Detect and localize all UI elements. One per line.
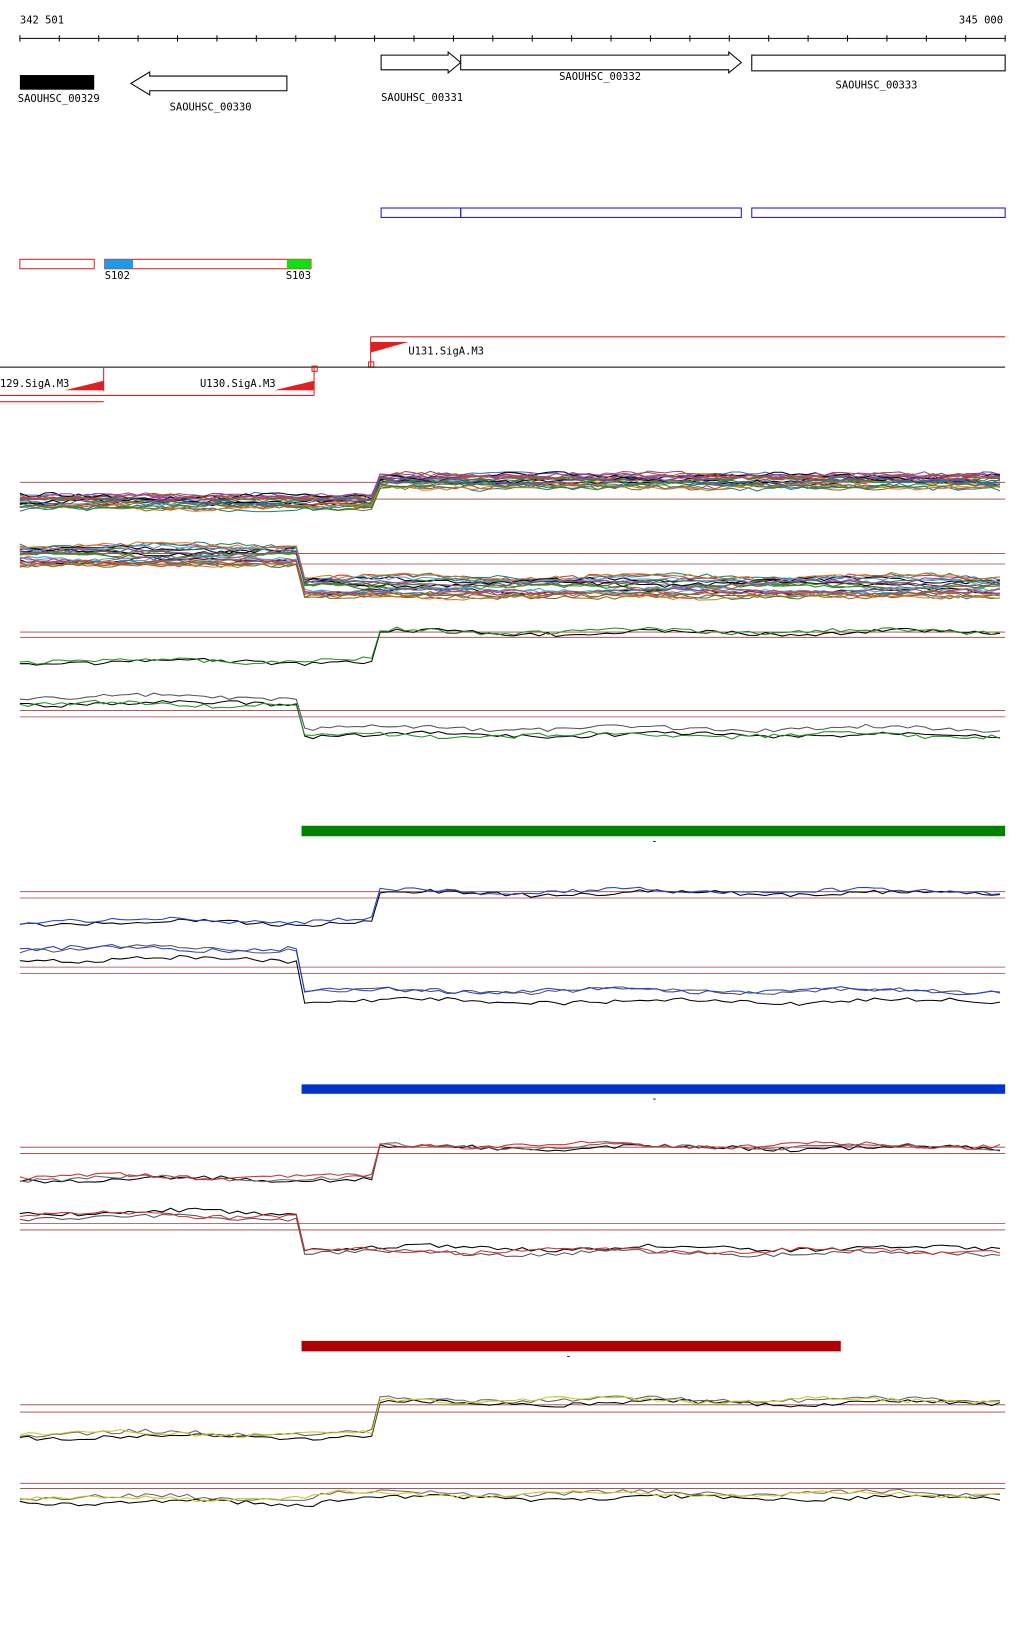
signal-tracks — [19, 470, 1006, 1507]
signal-trace — [19, 476, 1001, 506]
signal-trace — [19, 541, 1000, 582]
signal-trace — [19, 559, 1000, 600]
signal-trace — [19, 560, 1000, 600]
signal-trace — [19, 1493, 1001, 1507]
segment-start — [104, 259, 133, 269]
gene-label: SAOUHSC_00330 — [170, 101, 252, 113]
signal-trace — [19, 888, 1000, 927]
segment — [19, 258, 95, 270]
signal-trace — [19, 1140, 1001, 1181]
region-bar — [301, 1340, 841, 1352]
signal-trace — [19, 548, 1001, 588]
gene — [751, 54, 1006, 72]
segment-label: S103 — [286, 270, 311, 282]
region-bar — [301, 825, 1006, 837]
signal-trace — [19, 1489, 1000, 1503]
promoter-flag — [64, 380, 104, 391]
gene-label: SAOUHSC_00333 — [836, 80, 918, 92]
signal-trace — [19, 1210, 1001, 1256]
gene-label: SAOUHSC_00331 — [381, 92, 463, 104]
promoter-label: 129.SigA.M3 — [0, 378, 69, 390]
ruler-end: 345 000 — [959, 15, 1003, 27]
promoter-flag — [274, 380, 315, 391]
promoter-label: U131.SigA.M3 — [408, 345, 484, 357]
segment-end — [286, 259, 311, 269]
gene — [460, 50, 743, 75]
signal-trace — [19, 1398, 1001, 1441]
signal-trace — [19, 471, 1001, 501]
signal-trace — [19, 541, 1001, 582]
signal-trace — [19, 482, 1001, 513]
signal-trace — [19, 1143, 1001, 1184]
signal-trace — [19, 1395, 1000, 1438]
signal-trace — [19, 692, 1000, 733]
signal-trace — [19, 482, 1000, 512]
signal-trace — [19, 555, 1000, 597]
signal-trace — [19, 481, 1001, 512]
signal-trace — [19, 1142, 1000, 1183]
promoter-flag — [370, 342, 409, 353]
promoter-site — [311, 365, 318, 372]
gene — [129, 70, 288, 96]
gene-label: SAOUHSC_00332 — [559, 71, 641, 83]
promoter-label: U130.SigA.M3 — [200, 378, 276, 390]
signal-trace — [19, 1213, 1000, 1258]
signal-trace — [19, 550, 1000, 592]
signal-trace — [19, 699, 1001, 740]
signal-trace — [19, 1488, 1000, 1502]
gene-label: SAOUHSC_00329 — [18, 93, 100, 105]
signal-trace — [19, 1395, 1000, 1439]
region-bar — [301, 1084, 1006, 1094]
signal-trace — [19, 700, 1000, 740]
ruler-start: 342 501 — [20, 15, 64, 27]
signal-trace — [19, 471, 1001, 502]
signal-trace — [19, 886, 1000, 925]
ruler-ticks — [19, 35, 1006, 42]
segment-label: S102 — [105, 270, 130, 282]
signal-trace — [19, 944, 1000, 996]
signal-trace — [19, 626, 1001, 665]
transcripts — [380, 207, 1006, 218]
signal-trace — [19, 547, 1001, 588]
signal-trace — [19, 476, 1000, 506]
gene — [380, 50, 462, 75]
signal-trace — [19, 627, 1001, 667]
bar-label: - — [565, 1351, 571, 1363]
signal-trace — [19, 550, 1000, 591]
gene — [19, 75, 95, 90]
bar-label: - — [651, 835, 657, 847]
signal-trace — [19, 943, 1001, 996]
segment — [104, 258, 312, 270]
signal-trace — [19, 480, 1001, 510]
signal-trace — [19, 954, 1001, 1006]
signal-trace — [19, 544, 1000, 585]
bar-label: - — [651, 1093, 657, 1105]
